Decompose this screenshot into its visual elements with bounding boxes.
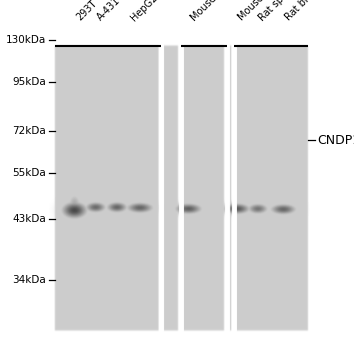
Text: 55kDa: 55kDa [12, 168, 46, 178]
Text: Mouse brain: Mouse brain [236, 0, 286, 23]
Text: 43kDa: 43kDa [12, 214, 46, 224]
Text: 130kDa: 130kDa [6, 35, 46, 45]
Text: Rat brain: Rat brain [283, 0, 322, 23]
Text: 72kDa: 72kDa [12, 126, 46, 136]
Text: 95kDa: 95kDa [12, 77, 46, 87]
Text: HepG2: HepG2 [129, 0, 160, 23]
Text: CNDP1: CNDP1 [317, 133, 354, 147]
Text: 34kDa: 34kDa [12, 275, 46, 285]
Text: Mouse kidney: Mouse kidney [189, 0, 244, 23]
Text: A-431: A-431 [96, 0, 122, 23]
Bar [55, 46, 308, 331]
Text: Rat spinal cord: Rat spinal cord [257, 0, 316, 23]
Text: 293T: 293T [74, 0, 99, 23]
